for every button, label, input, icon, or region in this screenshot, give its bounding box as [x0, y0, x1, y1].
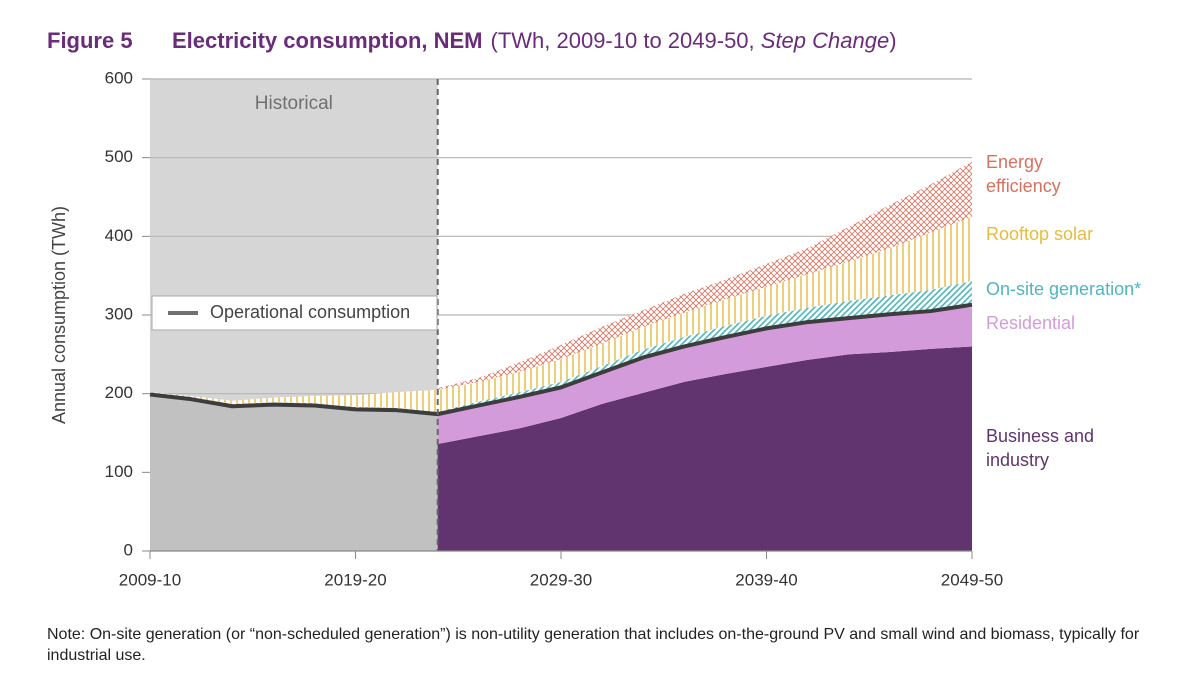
chart-subtitle-italic: Step Change [761, 28, 889, 53]
y-tick-label: 200 [105, 383, 133, 402]
series-label: Residential [986, 313, 1076, 333]
chart-title: Electricity consumption, NEM [172, 28, 483, 53]
x-tick-label: 2049-50 [941, 570, 1003, 589]
y-axis-label: Annual consumption (TWh) [49, 206, 69, 424]
historical-consumption-fill [150, 394, 438, 551]
legend-label: Operational consumption [210, 302, 410, 322]
y-tick-label: 300 [105, 304, 133, 323]
series-label: Rooftop solar [986, 224, 1094, 244]
legend-box [151, 295, 438, 331]
series-label: Energy efficiency [986, 152, 1061, 196]
x-tick-label: 2029-30 [530, 570, 592, 589]
series-label: Business and industry [986, 426, 1095, 470]
chart-title-line: Electricity consumption, NEM (TWh, 2009-1… [172, 28, 897, 53]
y-tick-label: 600 [105, 68, 133, 87]
area [150, 216, 972, 412]
line [149, 302, 973, 417]
x-tick-label: 2009-10 [119, 570, 181, 589]
note: Note: On-site generation (or “non-schedu… [47, 626, 1140, 664]
y-tick-label: 0 [124, 540, 133, 559]
figure-label: Figure 5 [47, 28, 133, 53]
x-tick-label: 2039-40 [735, 570, 797, 589]
x-tick-label: 2019-20 [324, 570, 386, 589]
y-tick-label: 500 [105, 147, 133, 166]
y-tick-label: 100 [105, 462, 133, 481]
area [437, 346, 972, 551]
area [437, 307, 972, 445]
chart-subtitle: (TWh, 2009-10 to 2049-50, [491, 28, 761, 53]
chart-subtitle-end: ) [889, 28, 896, 53]
y-tick-label: 400 [105, 226, 133, 245]
series-label: On-site generation* [986, 279, 1142, 299]
annotation: Historical [255, 93, 333, 114]
